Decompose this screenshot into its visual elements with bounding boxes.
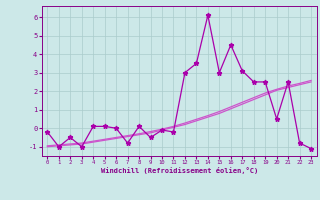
X-axis label: Windchill (Refroidissement éolien,°C): Windchill (Refroidissement éolien,°C) [100,167,258,174]
